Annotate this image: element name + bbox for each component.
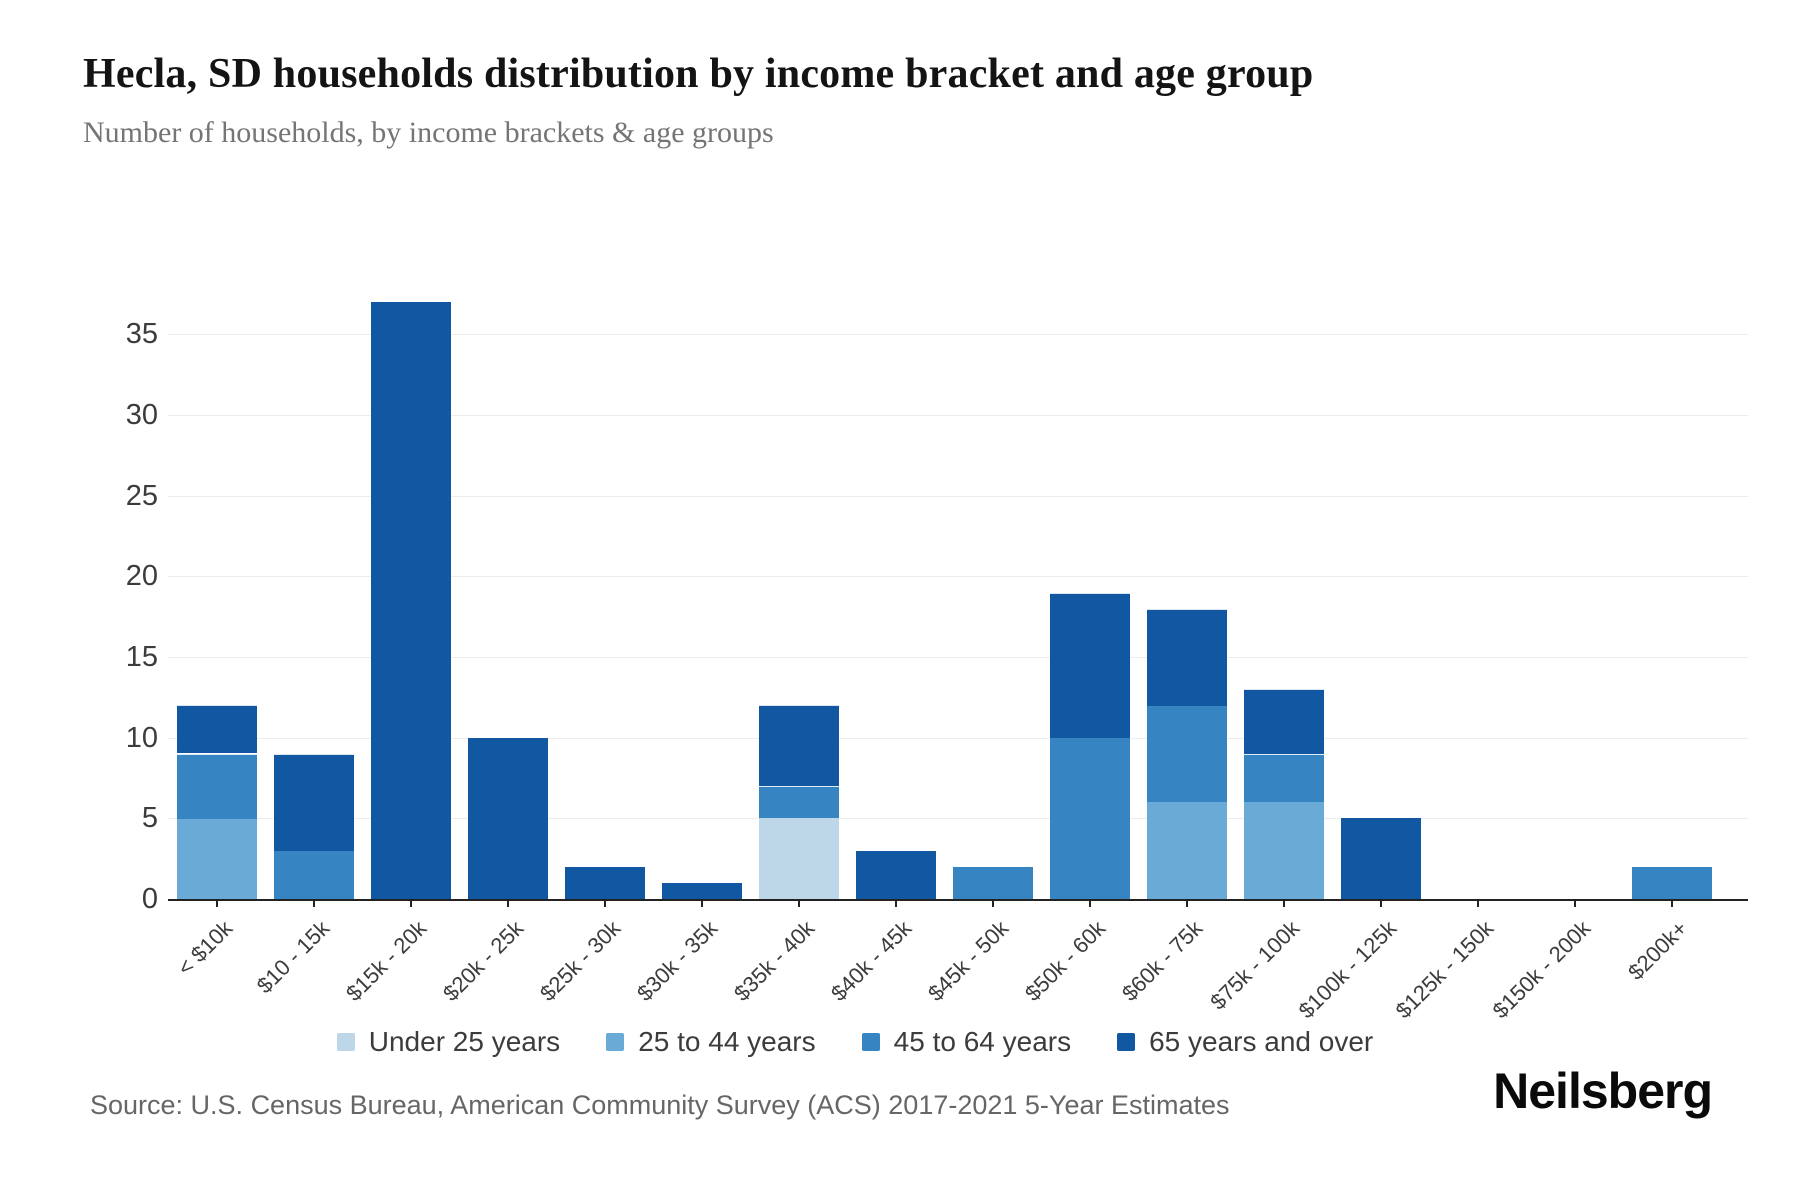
x-axis-tick-label: $125k - 150k (1390, 915, 1499, 1024)
neilsberg-logo: Neilsberg (1493, 1063, 1713, 1119)
y-axis-tick-label: 5 (141, 802, 158, 834)
bar-segment (274, 851, 354, 899)
x-axis-tick (1380, 899, 1382, 907)
legend-swatch-under-25 (336, 1033, 355, 1051)
page-subtitle: Number of households, by income brackets… (83, 116, 774, 149)
x-axis-line (168, 899, 1748, 901)
gridline-y-10 (168, 738, 1748, 739)
bar-segment (1244, 754, 1324, 802)
bar-segment (759, 786, 839, 818)
legend-label-under-25: Under 25 years (368, 1026, 561, 1057)
legend-item-45-to-64: 45 to 64 years (861, 1026, 1072, 1058)
bar-segment (856, 851, 936, 899)
bar-segment (177, 818, 257, 899)
bar-segment (274, 754, 354, 851)
x-axis-tick-label: $30k - 35k (631, 915, 723, 1006)
gridline-y-20 (168, 576, 1748, 577)
bar-segment (1050, 593, 1130, 738)
y-axis-tick-label: 25 (125, 480, 158, 512)
legend-item-25-to-44: 25 to 44 years (606, 1026, 816, 1058)
gridline-y-15 (168, 657, 1748, 658)
y-axis-tick-label: 20 (125, 560, 158, 592)
source-text: Source: U.S. Census Bureau, American Com… (90, 1090, 1230, 1120)
x-axis-tick-label: $25k - 30k (534, 915, 626, 1006)
x-axis-tick (604, 899, 606, 907)
legend-swatch-25-to-44 (606, 1033, 625, 1051)
x-axis-tick-label: $35k - 40k (728, 915, 820, 1006)
legend-swatch-45-to-64 (861, 1033, 880, 1051)
x-axis-tick (216, 899, 218, 907)
x-axis-tick (410, 899, 412, 907)
bar-segment (371, 302, 451, 899)
legend-label-65-over: 65 years and over (1149, 1026, 1374, 1057)
x-axis-tick-label: $45k - 50k (922, 915, 1014, 1006)
bar-segment (1341, 818, 1421, 899)
gridline-y-35 (168, 334, 1748, 335)
x-axis-tick-label: $40k - 45k (825, 915, 917, 1006)
bar-segment (1147, 802, 1227, 899)
x-axis-tick (1574, 899, 1576, 907)
x-axis-tick-label: $50k - 60k (1019, 915, 1111, 1006)
bar-segment (1050, 738, 1130, 899)
x-axis-tick-label: $15k - 20k (340, 915, 432, 1006)
bar-segment (759, 818, 839, 899)
bar-segment (177, 754, 257, 819)
bar-segment (953, 867, 1033, 899)
y-axis-tick-label: 15 (125, 641, 158, 673)
gridline-y-5 (168, 818, 1748, 819)
legend-label-25-to-44: 25 to 44 years (638, 1026, 816, 1057)
legend-item-65-over: 65 years and over (1117, 1026, 1373, 1058)
x-axis-tick-label: $100k - 125k (1293, 915, 1402, 1024)
x-axis-tick (701, 899, 703, 907)
x-axis-tick-label: $10 - 15k (251, 915, 335, 999)
x-axis-tick (313, 899, 315, 907)
x-axis-tick (992, 899, 994, 907)
bar-segment (177, 705, 257, 753)
legend: Under 25 years 25 to 44 years 45 to 64 y… (0, 1026, 1710, 1058)
bar-segment (565, 867, 645, 899)
legend-item-under-25: Under 25 years (336, 1026, 561, 1058)
legend-label-45-to-64: 45 to 64 years (893, 1026, 1072, 1057)
x-axis-tick (1283, 899, 1285, 907)
gridline-y-30 (168, 415, 1748, 416)
x-axis-tick-label: $75k - 100k (1205, 915, 1305, 1015)
x-axis-tick-label: $20k - 25k (437, 915, 529, 1006)
x-axis-tick (1477, 899, 1479, 907)
x-axis-tick (1089, 899, 1091, 907)
bar-segment (468, 738, 548, 899)
y-axis-tick-label: 0 (141, 883, 158, 915)
x-axis-tick (507, 899, 509, 907)
bar-segment (1244, 689, 1324, 754)
bar-segment (759, 705, 839, 786)
bar-segment (1147, 705, 1227, 802)
y-axis-tick-label: 10 (125, 722, 158, 754)
x-axis-tick-label: $60k - 75k (1116, 915, 1208, 1006)
bar-segment (1147, 609, 1227, 706)
y-axis-tick-label: 35 (125, 318, 158, 350)
bar-segment (662, 883, 742, 899)
legend-swatch-65-over (1117, 1033, 1136, 1051)
bar-segment (1244, 802, 1324, 899)
page-title: Hecla, SD households distribution by inc… (83, 51, 1314, 97)
bar-segment (1632, 867, 1712, 899)
x-axis-tick (1671, 899, 1673, 907)
x-axis-tick (798, 899, 800, 907)
y-axis-tick-label: 30 (125, 399, 158, 431)
gridline-y-25 (168, 496, 1748, 497)
x-axis-tick (1186, 899, 1188, 907)
x-axis-tick (895, 899, 897, 907)
x-axis-tick-label: < $10k (172, 915, 238, 981)
